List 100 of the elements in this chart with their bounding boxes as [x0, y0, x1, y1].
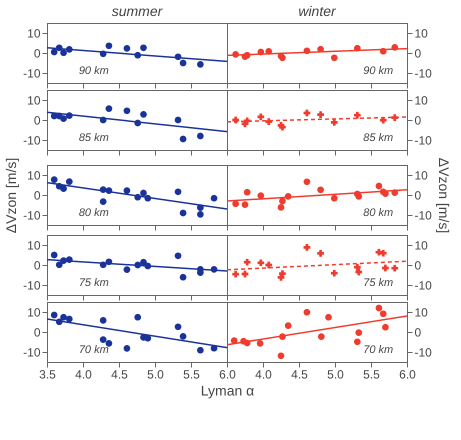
point: [330, 270, 338, 277]
point: [60, 49, 67, 56]
point: [174, 116, 182, 124]
point: [278, 352, 284, 360]
point: [60, 314, 67, 321]
point: [174, 252, 182, 260]
point: [180, 333, 186, 340]
point: [100, 198, 107, 205]
chart-title: winter: [298, 3, 338, 19]
point: [304, 308, 310, 316]
point: [380, 310, 387, 318]
point: [140, 111, 147, 118]
y-tick-label: -10: [23, 208, 41, 222]
annotation: 80 km: [363, 207, 394, 219]
point: [124, 187, 130, 194]
point: [330, 194, 338, 202]
y2-tick-label: 10: [414, 238, 428, 252]
x-tick-label: 4.5: [111, 368, 128, 382]
y-tick-label: 0: [34, 188, 41, 202]
point: [318, 333, 325, 340]
point: [197, 346, 204, 354]
annotation: 70 km: [363, 344, 394, 356]
y2-tick-label: 0: [414, 326, 422, 340]
point: [242, 201, 248, 208]
annotation: 85 km: [363, 132, 394, 144]
y2-tick-label: -10: [414, 134, 432, 148]
point: [391, 264, 398, 272]
y-tick-label: 10: [27, 306, 41, 320]
point: [244, 258, 251, 266]
point: [50, 48, 58, 56]
y2-tick-label: 10: [414, 94, 428, 108]
annotation: 70 km: [78, 344, 109, 356]
point: [279, 198, 286, 204]
y2-tick-label: 10: [414, 168, 428, 182]
point: [242, 270, 248, 278]
y-tick-label: 0: [34, 258, 41, 272]
point: [304, 244, 310, 251]
point: [244, 188, 251, 196]
point: [180, 60, 186, 66]
point: [134, 314, 142, 321]
point: [124, 107, 130, 114]
y2-tick-label: 0: [414, 46, 422, 60]
y-tick-label: 0: [34, 46, 41, 60]
x-tick-label: 4.0: [255, 368, 272, 382]
point: [355, 329, 362, 336]
point: [210, 194, 218, 202]
point: [232, 270, 239, 278]
point: [56, 261, 63, 268]
point: [376, 304, 382, 312]
point: [66, 316, 73, 322]
point: [279, 270, 286, 277]
point: [232, 200, 239, 208]
point: [124, 45, 130, 52]
point: [144, 334, 152, 342]
y2-tick-label: -10: [414, 346, 432, 360]
point: [140, 190, 147, 196]
point: [60, 115, 67, 122]
x-axis-title: Lyman α: [200, 382, 254, 398]
point: [106, 42, 112, 50]
point: [197, 211, 204, 218]
y2-tick-label: 0: [414, 258, 422, 272]
point: [140, 44, 147, 52]
y2-tick-label: -10: [414, 66, 432, 80]
annotation: 80 km: [78, 207, 109, 219]
point: [355, 268, 362, 276]
point: [66, 178, 73, 185]
point: [325, 314, 332, 321]
point: [284, 322, 292, 329]
point: [124, 266, 130, 273]
x-tick-label: 5.5: [183, 368, 200, 382]
point: [197, 132, 204, 140]
annotation: 90 km: [363, 65, 394, 77]
point: [382, 264, 389, 272]
point: [304, 110, 310, 116]
point: [355, 193, 362, 200]
y2-tick-label: 0: [414, 188, 422, 202]
point: [50, 312, 58, 318]
point: [174, 188, 182, 196]
y-tick-label: -10: [23, 346, 41, 360]
annotation: 85 km: [78, 132, 109, 144]
point: [197, 61, 204, 68]
point: [376, 182, 382, 190]
y-tick-label: 0: [34, 114, 41, 128]
annotation: 75 km: [363, 277, 394, 289]
x-tick-label: 5.0: [327, 368, 344, 382]
point: [354, 338, 361, 346]
y-tick-label: -10: [23, 66, 41, 80]
point: [330, 119, 338, 126]
point: [317, 250, 324, 257]
point: [174, 323, 182, 330]
y-tick-label: 0: [34, 326, 41, 340]
y2-tick-label: 10: [414, 26, 428, 40]
point: [304, 178, 310, 186]
y2-tick-label: -10: [414, 208, 432, 222]
point: [100, 336, 107, 343]
y2-tick-label: -10: [414, 278, 432, 292]
y2-tick-label: 0: [414, 114, 422, 128]
point: [257, 113, 264, 120]
point: [60, 185, 67, 192]
point: [100, 317, 107, 324]
